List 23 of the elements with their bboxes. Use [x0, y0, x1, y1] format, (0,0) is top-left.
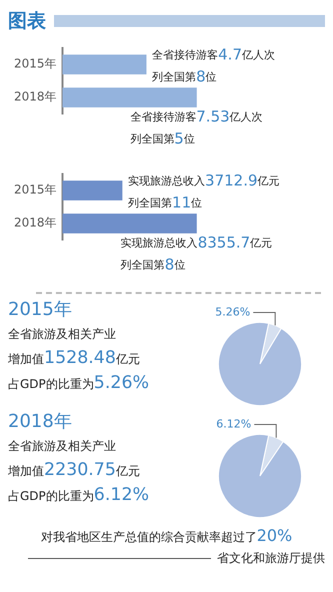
data-label: 全省接待游客4.7亿人次 [152, 45, 275, 64]
text: 全省旅游及相关产业 [8, 438, 117, 455]
y-tick-label: 2015年 [14, 56, 57, 71]
annotation: 列全国第11位 [128, 193, 202, 212]
text: 增加值2230.75亿元 [8, 460, 140, 480]
text: 全省旅游及相关产业 [8, 326, 117, 343]
chart-title: 图表 [8, 9, 46, 34]
y-tick-label: 2018年 [14, 216, 57, 230]
text: 省文化和旅游厅提供 [217, 550, 325, 567]
annotation: 列全国第8位 [152, 67, 217, 86]
data-label: 6.12% [216, 417, 252, 430]
text: 占GDP的比重为6.12% [8, 485, 150, 505]
data-label: 5.26% [215, 305, 250, 318]
text: 列全国第8位 [120, 255, 186, 274]
data-label: 实现旅游总收入3712.9亿元 [128, 171, 280, 190]
data-label: 全省接待游客7.53亿人次 [130, 107, 263, 126]
y-tick-label: 2018年 [14, 90, 57, 104]
text: 列全国第5位 [130, 129, 195, 148]
text: 对我省地区生产总值的综合贡献率超过了20% [40, 526, 292, 545]
data-label: 实现旅游总收入8355.7亿元 [120, 233, 272, 252]
text: 占GDP的比重为5.26% [8, 373, 150, 393]
y-tick-label: 2015年 [14, 182, 57, 197]
text: 增加值1528.48亿元 [8, 348, 140, 368]
